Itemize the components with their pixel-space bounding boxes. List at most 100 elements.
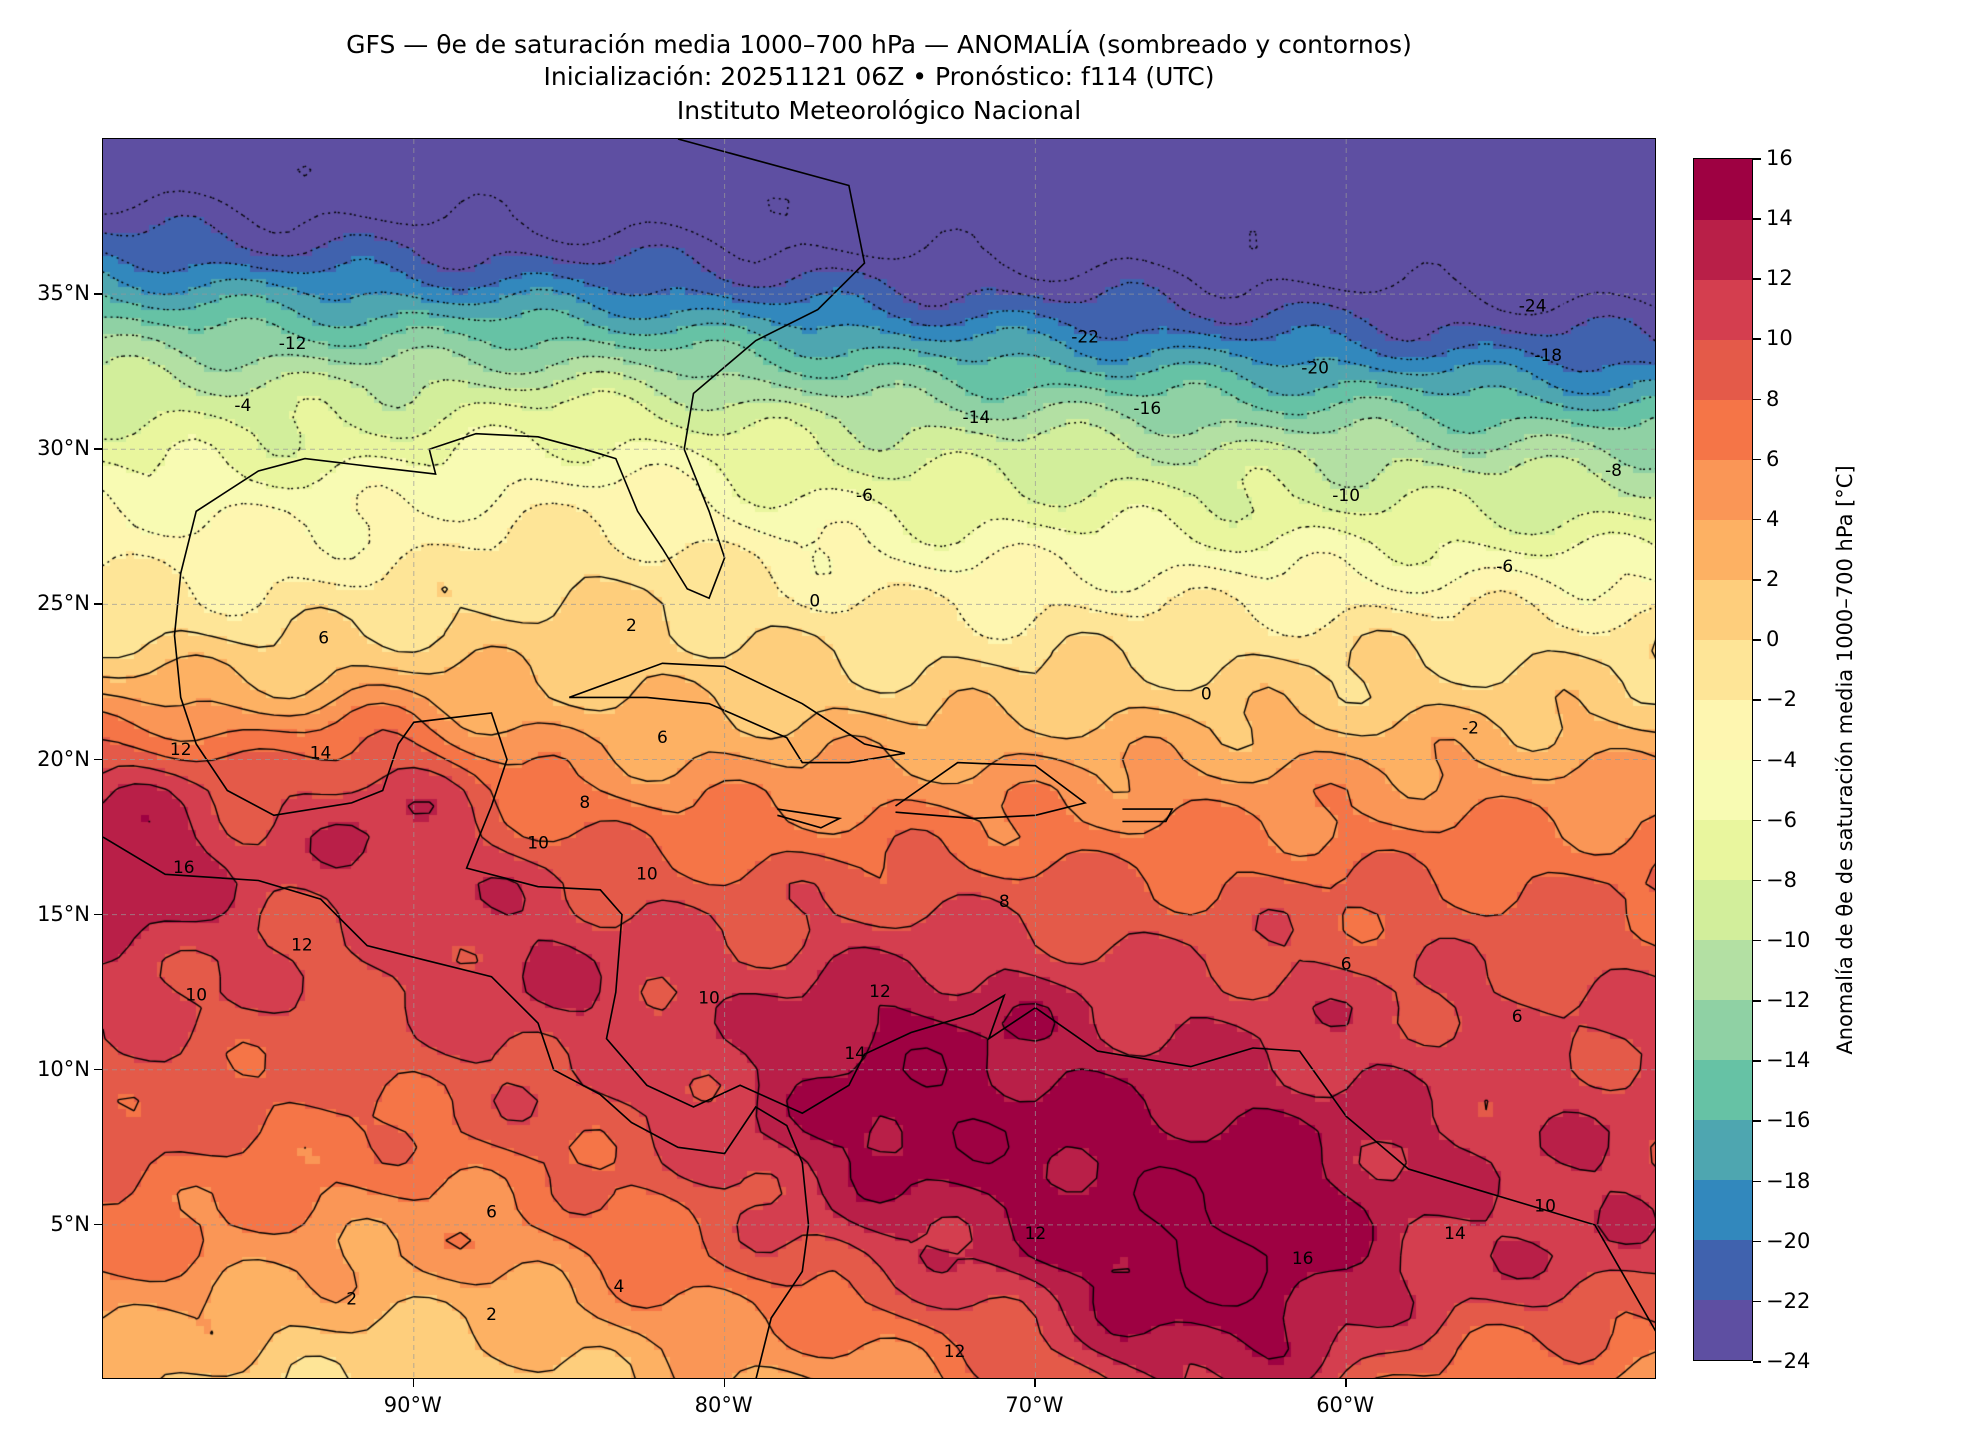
colorbar-tick-label: −6 [1766,807,1797,832]
colorbar-tick-label: −14 [1766,1048,1811,1073]
colorbar-tick-label: −16 [1766,1108,1811,1133]
colorbar-segment [1694,819,1752,880]
colorbar-segment [1694,1179,1752,1240]
colorbar-tick-mark [1753,338,1761,340]
colorbar-tick-mark [1753,1300,1761,1303]
colorbar-tick-label: 6 [1766,446,1780,471]
colorbar-tick-mark [1753,158,1761,160]
contour-label: 14 [844,1044,866,1064]
contour-label: 6 [486,1202,497,1222]
contour-label: 12 [1025,1224,1047,1244]
contour-label: -10 [1332,486,1360,506]
contour-label: 10 [698,988,720,1008]
colorbar-tick-label: −22 [1766,1288,1811,1313]
colorbar-segment [1694,879,1752,940]
lon-tick-label: 80°W [694,1393,753,1417]
lon-tick-mark [723,1379,726,1387]
map-overlay: -24-22-20-18-16-14-12-10-8-6-6-40-202668… [103,139,1655,1378]
lon-tick-label: 60°W [1316,1393,1375,1417]
colorbar-tick-label: −4 [1766,747,1797,772]
colorbar-tick-mark [1753,639,1761,641]
colorbar-tick-label: 8 [1766,386,1780,411]
colorbar-segment [1694,1239,1752,1300]
contour-label: 0 [809,591,820,611]
colorbar-tick-mark [1753,458,1761,461]
lat-tick-label: 15°N [37,901,90,926]
colorbar-segment [1694,639,1752,700]
lon-tick-label: 70°W [1005,1393,1064,1417]
contour-label: 16 [1292,1249,1314,1269]
colorbar-tick-mark [1753,398,1761,401]
colorbar-segment [1694,219,1752,280]
colorbar [1693,158,1753,1361]
colorbar-tick-label: −24 [1766,1349,1811,1373]
lat-tick-label: 30°N [37,436,90,461]
contour-label: 6 [657,728,668,748]
colorbar-tick-mark [1753,278,1761,280]
coastline [103,836,810,1378]
contour-label: 12 [291,936,313,956]
lat-tick-mark [94,448,102,450]
colorbar-tick-label: 12 [1766,266,1793,291]
colorbar-segment [1694,699,1752,760]
colorbar-segment [1694,279,1752,340]
colorbar-tick-mark [1753,1361,1761,1363]
colorbar-tick-mark [1753,518,1761,521]
colorbar-segment [1694,579,1752,640]
contour-label: 6 [1512,1007,1523,1027]
colorbar-tick-label: 16 [1766,146,1793,170]
lat-tick-label: 25°N [37,591,90,616]
contour-label: 12 [944,1342,966,1362]
coastline [1122,808,1174,823]
colorbar-tick-label: 0 [1766,627,1780,652]
chart-title: GFS — θe de saturación media 1000–700 hP… [346,30,1412,59]
contour-label: 2 [346,1289,357,1309]
colorbar-tick-label: 4 [1766,506,1780,531]
colorbar-segment [1694,1119,1752,1180]
contour-label: 14 [1444,1224,1466,1244]
colorbar-tick-label: 14 [1766,206,1793,231]
lat-tick-mark [94,758,102,760]
contour-label: 12 [170,740,192,760]
chart-subtitle-init: Inicialización: 20251121 06Z • Pronóstic… [543,62,1215,91]
colorbar-segment [1694,339,1752,400]
contour-label: -14 [962,408,990,428]
lat-tick-mark [94,1068,102,1071]
chart-subtitle-institute: Instituto Meteorológico Nacional [676,96,1082,125]
contour-label: 2 [626,616,637,636]
colorbar-segment [1694,159,1752,220]
contour-label: -20 [1301,359,1329,379]
contour-label: -2 [1462,718,1479,738]
colorbar-tick-label: 2 [1766,567,1780,592]
lat-tick-label: 35°N [37,281,90,306]
contour-label: 6 [318,629,329,649]
colorbar-segment [1694,1059,1752,1120]
colorbar-segment [1694,999,1752,1060]
colorbar-tick-mark [1753,1180,1761,1183]
contour-label: -6 [1496,557,1513,577]
colorbar-tick-mark [1753,1000,1761,1002]
contour-label: 4 [614,1277,625,1297]
lat-tick-label: 20°N [37,746,90,771]
contour-label: -6 [856,486,873,506]
colorbar-tick-label: 10 [1766,326,1793,351]
colorbar-segment [1694,399,1752,460]
contour-label: 8 [579,793,590,813]
colorbar-tick-mark [1753,218,1761,220]
lat-tick-label: 10°N [37,1056,90,1081]
colorbar-tick-label: −8 [1766,867,1797,892]
map-plot-area: -24 -22 -20 -18 -16 -14 -12 -10 -8 -6 -6 -4 0 -2 0 2 6 6 8… [102,138,1656,1379]
contour-label: 10 [1534,1196,1556,1216]
contour-label: 16 [173,858,195,878]
contour-label: 2 [486,1305,497,1325]
colorbar-tick-label: −18 [1766,1168,1811,1193]
contour-label: -18 [1534,346,1562,366]
contour-label: 6 [1341,954,1352,974]
contour-label: 14 [310,743,332,763]
contour-label: -22 [1071,328,1099,348]
colorbar-segment [1694,459,1752,520]
coastline [777,808,843,829]
lat-tick-mark [94,913,102,916]
lon-tick-mark [1345,1379,1347,1387]
lon-tick-label: 90°W [383,1393,442,1417]
